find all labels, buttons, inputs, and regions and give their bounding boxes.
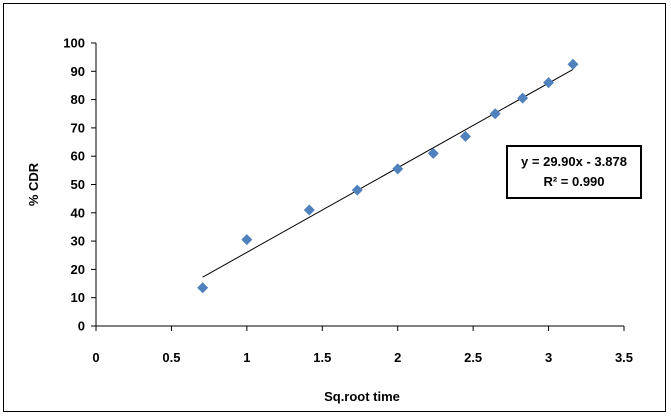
equation-text: y = 29.90x - 3.878 xyxy=(521,154,627,169)
x-tick-label: 2.5 xyxy=(464,350,482,365)
chart-frame xyxy=(3,3,666,412)
data-point-marker xyxy=(489,108,501,120)
data-point-marker xyxy=(241,234,253,246)
trendline xyxy=(202,68,574,278)
trendline-group xyxy=(202,68,574,278)
y-tick-label: 0 xyxy=(78,319,85,334)
y-tick-label: 50 xyxy=(71,177,85,192)
data-points xyxy=(197,58,579,294)
y-axis-title: % CDR xyxy=(26,162,41,206)
data-point-marker xyxy=(567,58,579,70)
x-tick-label: 3.5 xyxy=(615,350,633,365)
y-tick-label: 100 xyxy=(63,36,85,51)
data-point-marker xyxy=(303,204,315,216)
y-tick-label: 90 xyxy=(71,64,85,79)
x-tick-label: 0 xyxy=(92,350,99,365)
r-squared-text: R² = 0.990 xyxy=(543,174,605,189)
y-tick-label: 60 xyxy=(71,149,85,164)
data-point-marker xyxy=(427,147,439,159)
y-tick-label: 10 xyxy=(71,290,85,305)
y-tick-label: 40 xyxy=(71,205,85,220)
data-point-marker xyxy=(517,92,529,104)
y-tick-label: 30 xyxy=(71,234,85,249)
regression-equation-box: y = 29.90x - 3.878 R² = 0.990 xyxy=(506,145,642,199)
data-point-marker xyxy=(351,184,363,196)
x-axis-title: Sq.root time xyxy=(324,389,400,404)
data-point-marker xyxy=(392,163,404,175)
x-tick-label: 2 xyxy=(394,350,401,365)
data-point-marker xyxy=(459,130,471,142)
data-point-marker xyxy=(543,77,555,89)
x-tick-label: 1.5 xyxy=(313,350,331,365)
y-tick-label: 20 xyxy=(71,262,85,277)
tick-labels: 0 10 20 30 40 50 60 70 80 90 100 0 0.5 1 1.5 2 2.5 3 3.5 xyxy=(63,36,633,366)
data-point-marker xyxy=(197,282,209,294)
x-tick-label: 3 xyxy=(545,350,552,365)
y-tick-label: 70 xyxy=(71,120,85,135)
y-tick-label: 80 xyxy=(71,92,85,107)
x-tick-label: 0.5 xyxy=(162,350,180,365)
axes xyxy=(91,42,625,331)
x-tick-label: 1 xyxy=(243,350,250,365)
